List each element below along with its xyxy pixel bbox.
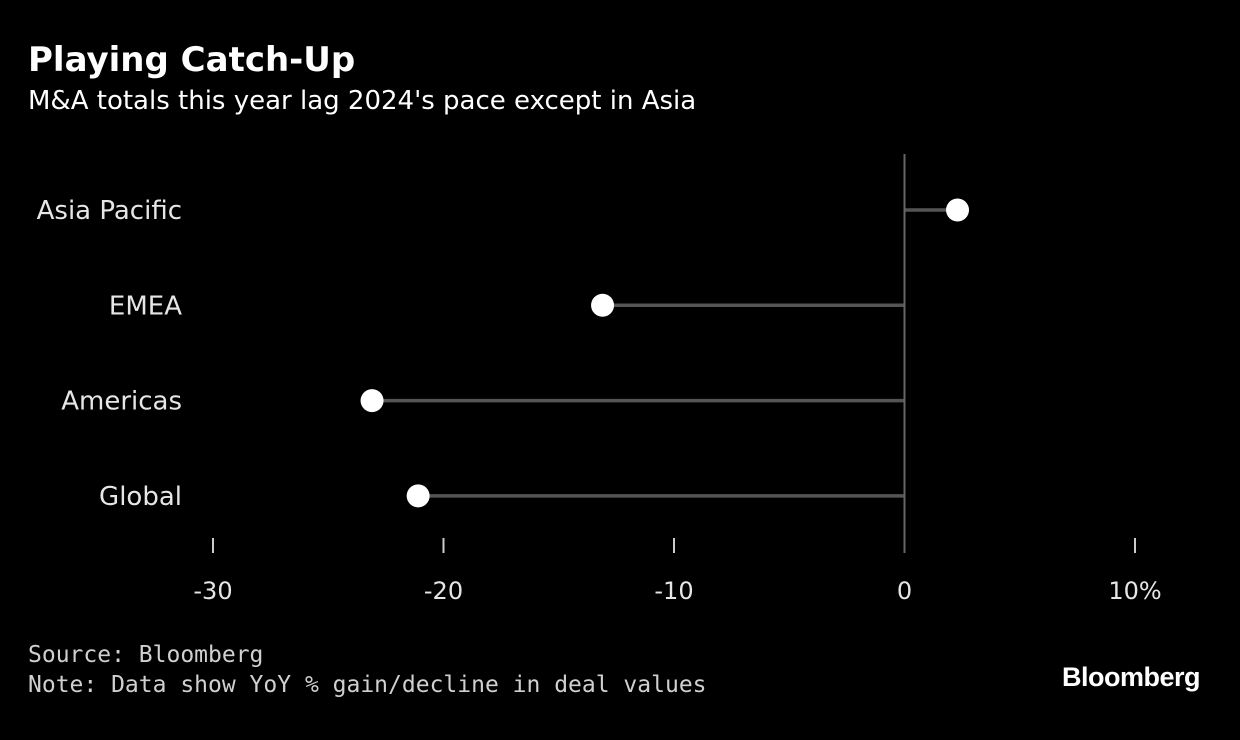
category-label-global: Global [99, 482, 182, 512]
x-tick-label: 10% [1108, 577, 1161, 605]
x-tick-label: 0 [897, 577, 912, 605]
category-label-asia-pacific: Asia Pacific [37, 196, 182, 226]
chart-subtitle: M&A totals this year lag 2024's pace exc… [28, 86, 697, 116]
data-point-americas [360, 389, 384, 413]
data-point-global [406, 484, 430, 508]
data-point-asia-pacific [946, 198, 970, 222]
lollipop-chart: -30 -20 -10 0 10% Asia Pacific EMEA Americas Glo… [37, 154, 1162, 605]
data-point-emea [591, 293, 615, 317]
note-text: Note: Data show YoY % gain/decline in de… [28, 672, 707, 698]
chart-title: Playing Catch-Up [28, 40, 356, 80]
x-tick-label: -10 [654, 577, 693, 605]
bloomberg-logo: Bloomberg [1061, 662, 1201, 692]
category-label-emea: EMEA [109, 291, 182, 321]
x-tick-label: -30 [193, 577, 232, 605]
category-label-americas: Americas [61, 387, 182, 417]
chart-footnote: Source: Bloomberg Note: Data show YoY % … [28, 640, 707, 700]
x-tick-label: -20 [424, 577, 463, 605]
source-text: Source: Bloomberg [28, 642, 264, 668]
